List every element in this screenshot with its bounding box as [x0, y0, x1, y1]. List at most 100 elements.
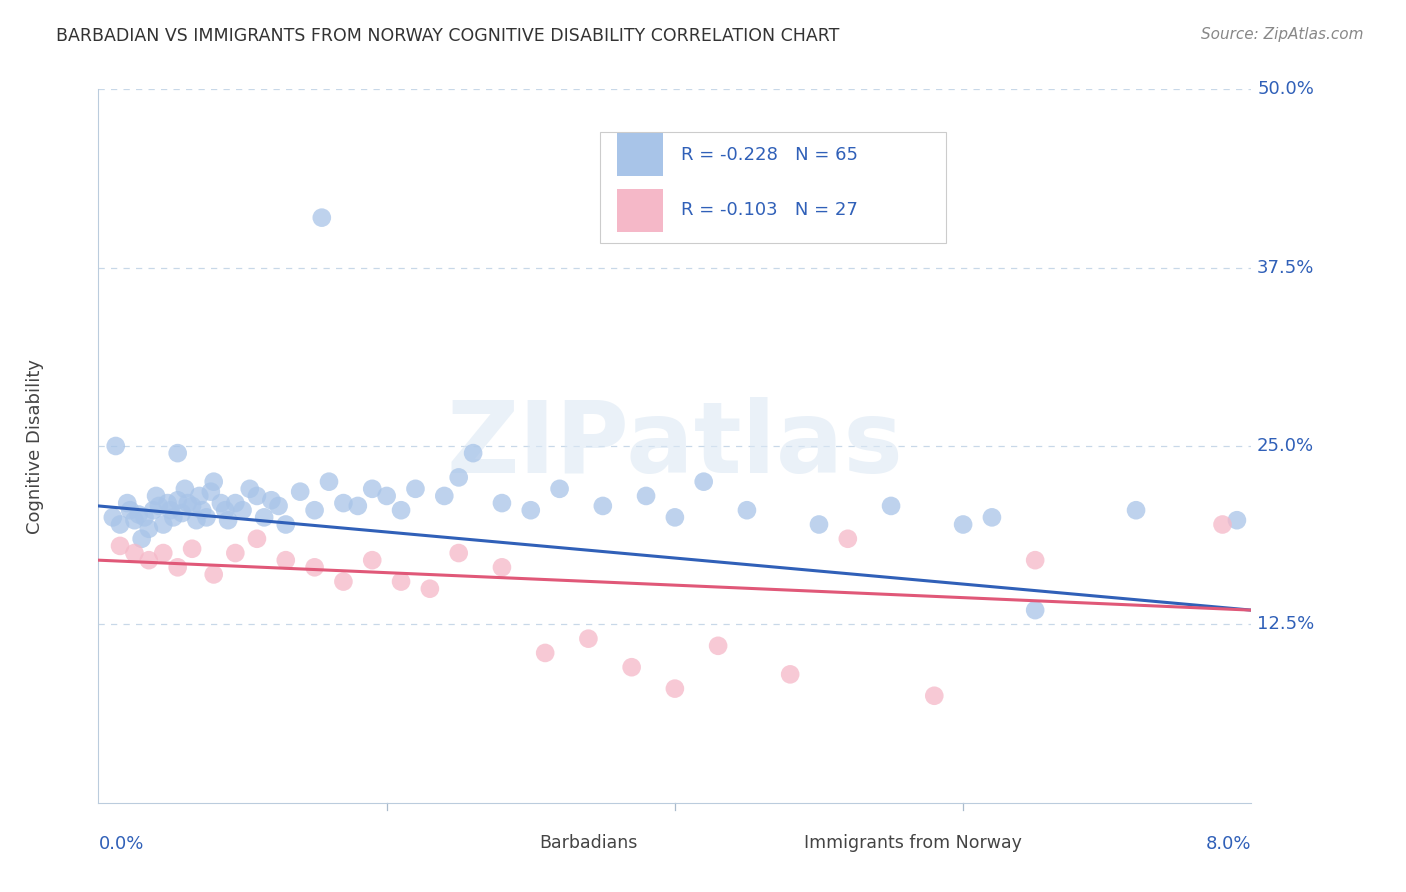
Point [231, 503, 254, 517]
Point [138, 553, 160, 567]
FancyBboxPatch shape [491, 830, 524, 856]
Text: Source: ZipAtlas.com: Source: ZipAtlas.com [1201, 27, 1364, 42]
Point [202, 567, 225, 582]
Point [120, 503, 142, 517]
Point [159, 503, 181, 517]
Text: 8.0%: 8.0% [1206, 835, 1251, 853]
Point [332, 496, 354, 510]
Point [304, 503, 326, 517]
Point [124, 513, 146, 527]
Point [1125, 503, 1147, 517]
Text: 50.0%: 50.0% [1257, 80, 1315, 98]
Point [108, 517, 131, 532]
Point [664, 510, 686, 524]
Point [166, 446, 188, 460]
Point [707, 639, 730, 653]
Point [166, 493, 188, 508]
Point [405, 482, 427, 496]
Text: Barbadians: Barbadians [538, 834, 637, 852]
Point [447, 470, 470, 484]
Point [131, 532, 153, 546]
Text: BARBADIAN VS IMMIGRANTS FROM NORWAY COGNITIVE DISABILITY CORRELATION CHART: BARBADIAN VS IMMIGRANTS FROM NORWAY COGN… [56, 27, 839, 45]
Text: R = -0.228   N = 65: R = -0.228 N = 65 [681, 146, 858, 164]
Point [461, 446, 484, 460]
Point [177, 496, 200, 510]
Point [104, 439, 127, 453]
Point [304, 560, 326, 574]
Point [260, 493, 283, 508]
Point [138, 522, 160, 536]
Point [101, 510, 124, 524]
Point [246, 532, 269, 546]
Point [332, 574, 354, 589]
Point [191, 503, 214, 517]
Text: 37.5%: 37.5% [1257, 259, 1315, 277]
Point [375, 489, 398, 503]
Point [491, 496, 513, 510]
Point [162, 510, 184, 524]
Point [274, 517, 297, 532]
Text: 25.0%: 25.0% [1257, 437, 1315, 455]
Point [181, 541, 204, 556]
Point [217, 513, 239, 527]
Point [664, 681, 686, 696]
Point [1226, 513, 1249, 527]
Text: 0.0%: 0.0% [98, 835, 143, 853]
Point [519, 503, 541, 517]
Point [186, 513, 208, 527]
Point [880, 499, 903, 513]
Point [188, 489, 211, 503]
FancyBboxPatch shape [617, 134, 664, 177]
Point [195, 510, 218, 524]
Text: Immigrants from Norway: Immigrants from Norway [804, 834, 1022, 852]
Point [152, 517, 174, 532]
Point [636, 489, 658, 503]
Point [202, 475, 225, 489]
Point [224, 496, 246, 510]
Point [592, 499, 614, 513]
Point [181, 499, 204, 513]
Point [142, 503, 165, 517]
Point [134, 510, 156, 524]
FancyBboxPatch shape [617, 189, 664, 232]
Point [267, 499, 290, 513]
Point [290, 484, 312, 499]
Point [693, 475, 716, 489]
Point [246, 489, 269, 503]
Point [200, 484, 222, 499]
Point [952, 517, 974, 532]
Point [981, 510, 1004, 524]
Point [128, 508, 150, 522]
Point [224, 546, 246, 560]
Text: R = -0.103   N = 27: R = -0.103 N = 27 [681, 202, 858, 219]
Point [346, 499, 368, 513]
Point [534, 646, 557, 660]
Point [779, 667, 801, 681]
Point [620, 660, 643, 674]
Point [447, 546, 470, 560]
FancyBboxPatch shape [755, 830, 790, 856]
Point [576, 632, 599, 646]
Point [1024, 603, 1046, 617]
FancyBboxPatch shape [600, 132, 946, 243]
Point [807, 517, 830, 532]
Text: Cognitive Disability: Cognitive Disability [25, 359, 44, 533]
Point [239, 482, 262, 496]
Point [389, 503, 412, 517]
Point [311, 211, 333, 225]
Point [389, 574, 412, 589]
Point [274, 553, 297, 567]
Point [735, 503, 758, 517]
Point [837, 532, 859, 546]
Point [166, 560, 188, 574]
Point [433, 489, 456, 503]
Point [156, 496, 179, 510]
Point [117, 496, 138, 510]
Point [491, 560, 513, 574]
Point [145, 489, 167, 503]
Point [318, 475, 340, 489]
Point [214, 503, 236, 517]
Point [124, 546, 146, 560]
Text: ZIPatlas: ZIPatlas [447, 398, 903, 494]
Point [361, 553, 384, 567]
